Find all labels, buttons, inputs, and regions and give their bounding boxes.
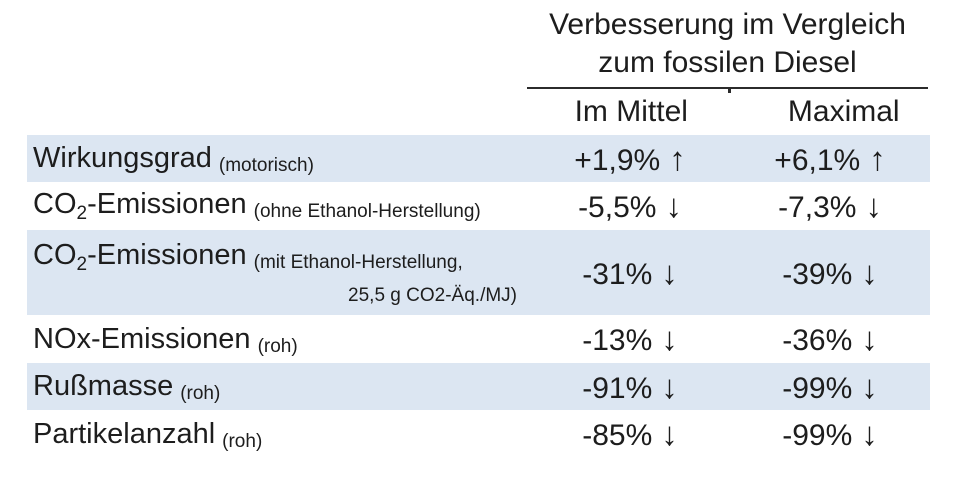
row-label-note: (ohne Ethanol-Herstellung)	[253, 200, 481, 222]
down-arrow-icon: ↓	[661, 253, 678, 291]
value-text: -91%	[582, 371, 653, 405]
up-arrow-icon: ↑	[669, 139, 686, 177]
row-label-text: CO	[33, 238, 77, 271]
value-text: -31%	[582, 257, 653, 291]
row-label: Rußmasse (roh)	[27, 370, 530, 404]
row-label-note-line2: 25,5 g CO2-Äq./MJ)	[348, 284, 517, 306]
header-divider-line	[527, 87, 928, 93]
up-arrow-icon: ↑	[869, 139, 886, 177]
down-arrow-icon: ↓	[861, 253, 878, 291]
row-label: CO2-Emissionen (mit Ethanol-Herstellung, …	[27, 239, 530, 307]
row-label-text: CO	[33, 187, 77, 220]
down-arrow-icon: ↓	[661, 320, 678, 357]
down-arrow-icon: ↓	[661, 415, 678, 452]
row-label-text: Rußmasse	[33, 370, 174, 402]
down-arrow-icon: ↓	[861, 367, 878, 405]
value-maximal: -39% ↓	[730, 254, 930, 292]
row-label: Partikelanzahl (roh)	[27, 417, 530, 452]
value-text: -7,3%	[778, 191, 857, 224]
down-arrow-icon: ↓	[865, 187, 882, 224]
row-label-note: (mit Ethanol-Herstellung,	[253, 251, 463, 273]
row-label-note: (motorisch)	[218, 155, 314, 176]
row-label-text: -Emissionen	[87, 238, 247, 271]
down-arrow-icon: ↓	[861, 415, 878, 452]
table-header: Verbesserung im Vergleich zum fossilen D…	[527, 6, 928, 134]
row-label-subscript: 2	[76, 202, 88, 224]
value-im-mittel: -91% ↓	[530, 368, 730, 406]
value-text: +1,9%	[574, 143, 661, 177]
value-text: -99%	[782, 371, 853, 405]
value-im-mittel: +1,9% ↑	[530, 140, 730, 178]
table-row-nox: NOx-Emissionen (roh) -13% ↓ -36% ↓	[27, 315, 930, 363]
value-text: -85%	[582, 419, 653, 452]
row-label-text: Wirkungsgrad	[33, 142, 212, 174]
column-header-maximal: Maximal	[787, 94, 900, 128]
down-arrow-icon: ↓	[665, 187, 682, 224]
row-label-note: (roh)	[180, 383, 221, 404]
row-label-line1: CO2-Emissionen (mit Ethanol-Herstellung,	[33, 239, 530, 276]
table-row-russmasse: Rußmasse (roh) -91% ↓ -99% ↓	[27, 363, 930, 410]
row-label: Wirkungsgrad (motorisch)	[27, 142, 530, 176]
table-body: Wirkungsgrad (motorisch) +1,9% ↑ +6,1% ↑ CO…	[27, 135, 930, 458]
value-im-mittel: -31% ↓	[530, 254, 730, 292]
value-maximal: +6,1% ↑	[730, 140, 930, 178]
value-maximal: -99% ↓	[730, 368, 930, 406]
row-label-text: NOx-Emissionen	[33, 322, 251, 355]
row-label-note: (roh)	[257, 335, 298, 357]
table-title-line2: zum fossilen Diesel	[598, 46, 857, 79]
row-label-text: -Emissionen	[87, 187, 247, 220]
value-im-mittel: -85% ↓	[530, 415, 730, 453]
value-text: -39%	[782, 257, 853, 291]
value-text: +6,1%	[774, 143, 861, 177]
value-maximal: -36% ↓	[730, 320, 930, 358]
table-row-wirkungsgrad: Wirkungsgrad (motorisch) +1,9% ↑ +6,1% ↑	[27, 135, 930, 182]
column-divider-tick	[727, 89, 731, 93]
row-label-note: (roh)	[222, 430, 263, 452]
column-headers: Im Mittel Maximal	[527, 89, 928, 134]
value-maximal: -7,3% ↓	[730, 187, 930, 225]
table-title-line1: Verbesserung im Vergleich	[549, 8, 906, 41]
row-label-text: Partikelanzahl	[33, 417, 216, 450]
table-row-co2-mit: CO2-Emissionen (mit Ethanol-Herstellung, …	[27, 230, 930, 315]
value-maximal: -99% ↓	[730, 415, 930, 453]
row-label-subscript: 2	[76, 253, 88, 275]
value-text: -36%	[782, 324, 853, 357]
table-row-partikelanzahl: Partikelanzahl (roh) -85% ↓ -99% ↓	[27, 410, 930, 458]
value-text: -99%	[782, 419, 853, 452]
value-im-mittel: -13% ↓	[530, 320, 730, 358]
down-arrow-icon: ↓	[661, 367, 678, 405]
value-im-mittel: -5,5% ↓	[530, 187, 730, 225]
table-row-co2-ohne: CO2-Emissionen (ohne Ethanol-Herstellung)…	[27, 182, 930, 230]
row-label: CO2-Emissionen (ohne Ethanol-Herstellung)	[27, 188, 530, 225]
down-arrow-icon: ↓	[861, 320, 878, 357]
value-text: -13%	[582, 324, 653, 357]
value-text: -5,5%	[578, 191, 657, 224]
column-header-im-mittel: Im Mittel	[574, 94, 688, 128]
row-label: NOx-Emissionen (roh)	[27, 322, 530, 357]
